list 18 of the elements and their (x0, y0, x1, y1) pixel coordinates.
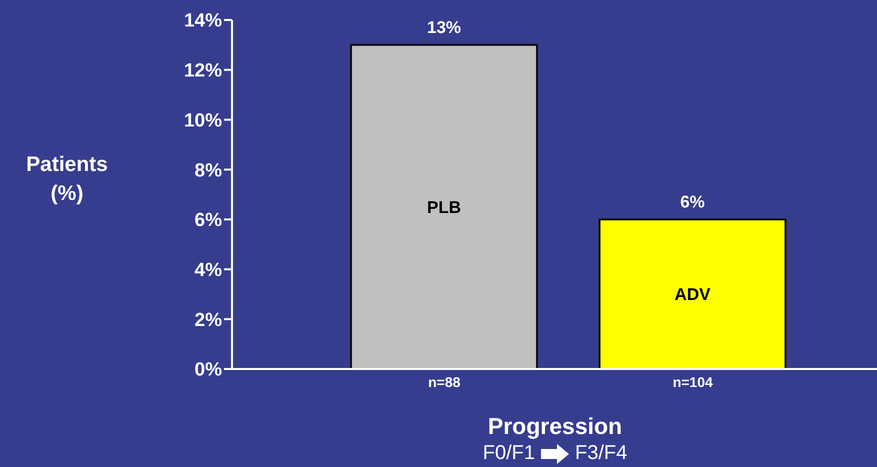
y-tick-label: 12% (184, 60, 222, 82)
y-tick-label: 8% (194, 160, 222, 182)
y-tick-label: 2% (194, 310, 222, 331)
y-tick-label: 4% (194, 260, 222, 282)
annotation: PLB (427, 198, 461, 217)
text: F3/F4 (575, 442, 628, 465)
y-axis-title: Patients (%) (25, 152, 109, 207)
data-label: 13% (426, 18, 462, 37)
y-tick-label: 10% (184, 110, 222, 132)
annotation: ADV (674, 285, 712, 304)
x-axis-title: Progression (486, 413, 624, 440)
x-tick-label: n=88 (428, 374, 461, 390)
y-tick-label: 0% (194, 360, 222, 381)
data-label: 6% (680, 192, 705, 212)
y-tick-label: 14% (184, 10, 222, 32)
text: F0/F1 (482, 442, 535, 465)
y-tick-label: 6% (194, 210, 222, 232)
x-tick-label: n=104 (672, 374, 714, 390)
